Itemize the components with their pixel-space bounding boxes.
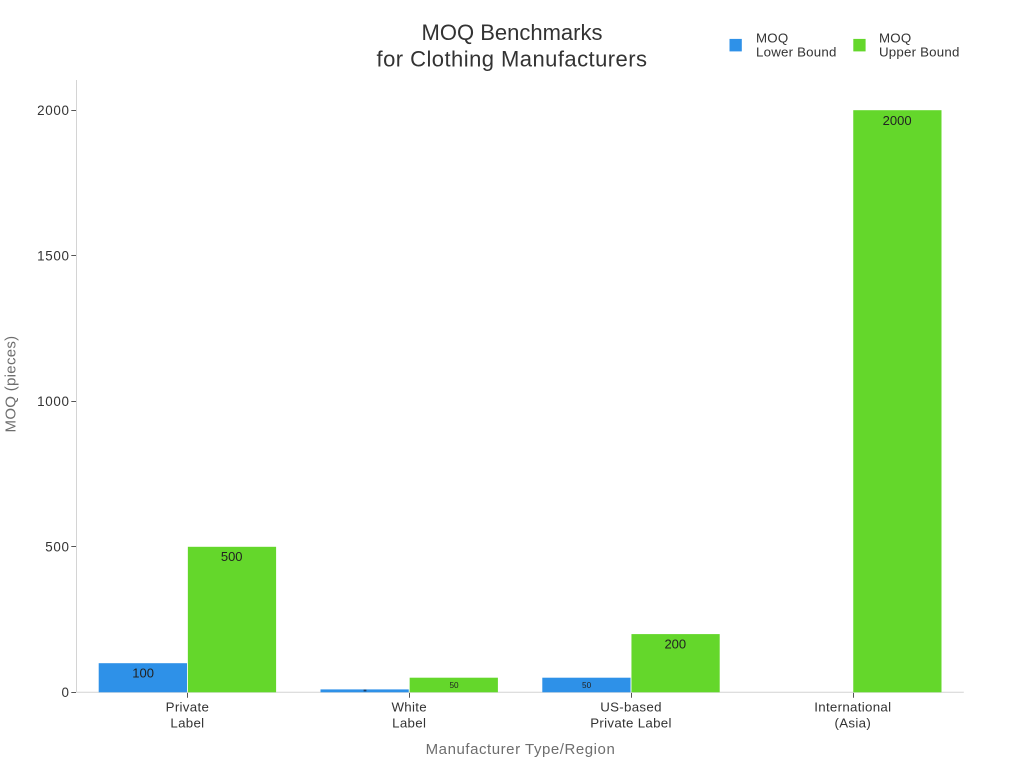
svg-text:Upper Bound: Upper Bound: [879, 45, 960, 60]
svg-text:MOQ: MOQ: [756, 31, 788, 46]
svg-text:Label: Label: [392, 716, 426, 731]
svg-text:(Asia): (Asia): [835, 716, 872, 731]
svg-text:50: 50: [449, 681, 459, 690]
svg-text:0: 0: [62, 685, 70, 700]
svg-text:200: 200: [664, 636, 686, 651]
svg-text:1500: 1500: [37, 248, 70, 263]
svg-text:MOQ Benchmarks: MOQ Benchmarks: [422, 20, 603, 45]
svg-text:White: White: [391, 700, 427, 715]
svg-text:MOQ: MOQ: [879, 31, 911, 46]
svg-text:100: 100: [132, 666, 154, 681]
svg-text:International: International: [814, 700, 891, 715]
svg-text:Private: Private: [166, 700, 209, 715]
svg-text:US-based: US-based: [600, 700, 662, 715]
svg-text:500: 500: [45, 540, 69, 555]
svg-text:Label: Label: [170, 716, 204, 731]
svg-text:50: 50: [582, 681, 592, 690]
svg-text:1000: 1000: [37, 394, 70, 409]
svg-text:2000: 2000: [883, 113, 912, 128]
svg-text:Lower Bound: Lower Bound: [756, 45, 837, 60]
svg-text:MOQ (pieces): MOQ (pieces): [3, 336, 20, 433]
svg-text:for Clothing Manufacturers: for Clothing Manufacturers: [377, 47, 648, 72]
svg-text:Private Label: Private Label: [590, 716, 672, 731]
svg-text:2000: 2000: [37, 103, 70, 118]
svg-text:500: 500: [221, 549, 243, 564]
svg-text:Manufacturer Type/Region: Manufacturer Type/Region: [426, 741, 616, 758]
